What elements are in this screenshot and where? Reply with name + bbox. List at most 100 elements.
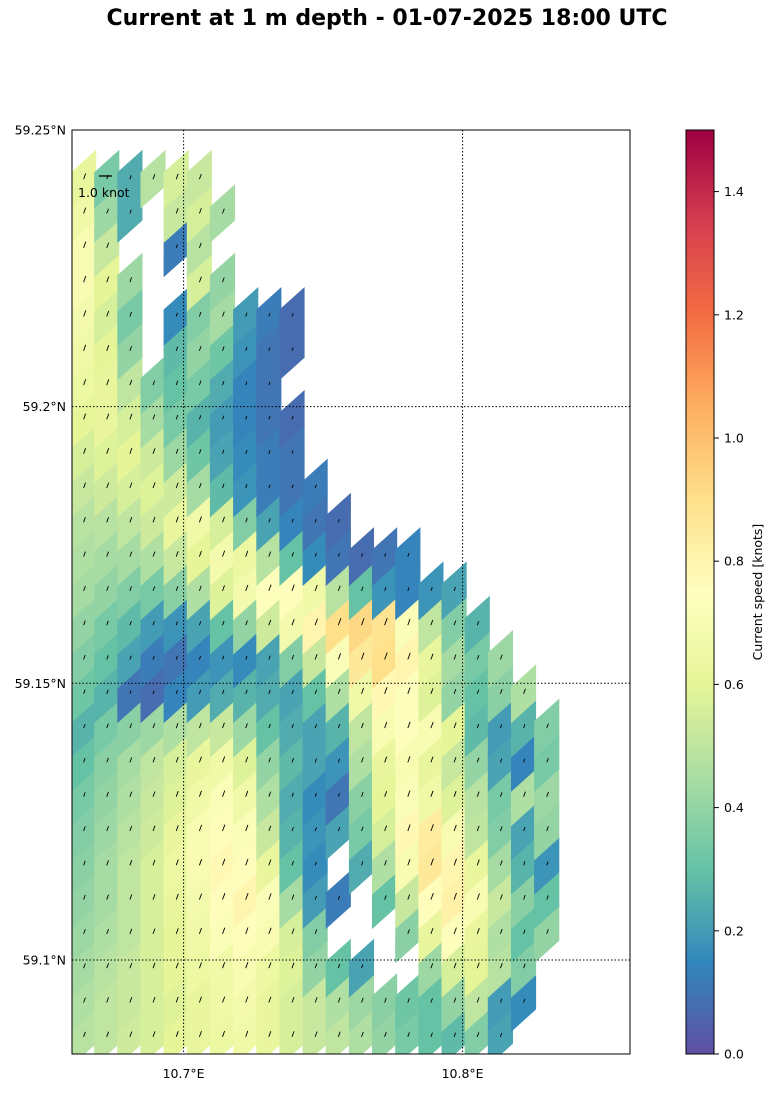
- speed-cell: [418, 938, 444, 998]
- current-arrow: [476, 654, 480, 660]
- current-arrow: [476, 928, 480, 935]
- speed-cell: [256, 835, 282, 895]
- current-arrow: [129, 209, 132, 214]
- current-arrow: [430, 998, 433, 1003]
- current-arrow: [83, 654, 86, 660]
- speed-cell: [140, 1007, 166, 1054]
- current-arrow: [222, 483, 225, 489]
- speed-cell: [186, 458, 212, 518]
- current-arrow: [453, 858, 457, 866]
- colorbar-tick-label: 0.6: [724, 677, 744, 692]
- speed-cell: [534, 801, 560, 861]
- speed-cell: [117, 973, 143, 1032]
- current-arrow: [129, 620, 132, 626]
- current-arrow: [152, 928, 156, 935]
- speed-cell: [94, 938, 120, 998]
- current-arrow: [83, 310, 87, 317]
- current-arrow: [152, 380, 156, 386]
- speed-cell: [186, 870, 212, 930]
- current-arrow: [245, 961, 249, 969]
- current-arrow: [152, 174, 156, 180]
- speed-cell: [256, 1007, 282, 1054]
- speed-cell: [441, 870, 467, 930]
- speed-cell: [140, 904, 166, 964]
- speed-cell: [233, 904, 259, 964]
- quiver-key: 1.0 knot: [78, 175, 130, 200]
- current-arrow: [198, 859, 203, 866]
- current-arrow: [129, 447, 133, 454]
- speed-cell: [464, 835, 490, 895]
- current-arrow: [361, 586, 364, 592]
- speed-cell: [511, 835, 537, 895]
- current-arrow: [453, 722, 457, 729]
- current-arrow: [198, 927, 202, 935]
- speed-cell: [186, 595, 212, 655]
- x-tick-label: 10.7°E: [163, 1066, 205, 1081]
- speed-cell: [534, 835, 560, 895]
- current-arrow: [106, 310, 110, 317]
- current-arrow: [523, 998, 526, 1003]
- speed-cell: [163, 835, 189, 895]
- current-arrow: [245, 415, 248, 420]
- current-arrow: [245, 824, 249, 832]
- current-arrow: [222, 415, 225, 420]
- speed-cell: [256, 938, 282, 998]
- current-arrow: [314, 689, 318, 694]
- current-arrow: [245, 550, 249, 557]
- current-arrow: [476, 962, 480, 969]
- speed-cell: [441, 904, 467, 964]
- current-arrow: [476, 791, 480, 797]
- speed-cell: [302, 870, 328, 930]
- current-arrow: [407, 587, 410, 592]
- current-arrow: [499, 860, 503, 866]
- current-arrow: [546, 723, 549, 729]
- current-arrow: [499, 689, 503, 694]
- current-arrow: [314, 1031, 318, 1037]
- plot-frame: [71, 129, 631, 1055]
- current-arrow: [291, 689, 294, 694]
- current-arrow: [198, 380, 202, 386]
- speed-cell: [534, 767, 560, 827]
- speed-cell: [186, 732, 212, 792]
- current-arrow: [106, 242, 110, 249]
- current-arrow: [106, 551, 109, 557]
- current-arrow: [198, 1030, 202, 1037]
- speed-cell: [94, 149, 120, 209]
- current-arrow: [175, 690, 178, 694]
- current-arrow: [245, 584, 249, 592]
- current-arrow: [83, 241, 87, 249]
- current-arrow: [245, 484, 248, 489]
- current-arrow: [129, 791, 133, 797]
- current-arrow: [175, 722, 179, 729]
- current-arrow: [314, 618, 318, 626]
- current-arrow: [222, 962, 226, 969]
- current-arrow: [314, 552, 317, 557]
- speed-cell: [279, 835, 305, 895]
- current-arrow: [222, 1030, 226, 1037]
- current-arrow: [245, 892, 249, 900]
- current-arrow: [291, 1031, 295, 1037]
- current-arrow: [129, 690, 132, 694]
- current-arrow: [175, 621, 178, 626]
- current-arrow: [222, 380, 225, 386]
- speed-cell: [372, 1007, 398, 1054]
- current-arrow: [453, 927, 457, 935]
- speed-cell: [418, 870, 444, 930]
- current-arrow: [291, 860, 294, 866]
- current-arrow: [152, 894, 156, 900]
- current-arrow: [499, 724, 503, 729]
- current-arrow: [268, 381, 271, 386]
- current-arrow: [384, 553, 387, 557]
- speed-cell: [256, 870, 282, 930]
- speed-cell: [441, 1007, 467, 1054]
- speed-cell: [418, 973, 444, 1032]
- speed-cell: [186, 561, 212, 621]
- current-arrow: [268, 655, 271, 660]
- current-arrow: [175, 1031, 179, 1037]
- current-arrow: [222, 824, 226, 832]
- current-arrow: [83, 723, 86, 729]
- current-arrow: [546, 826, 549, 832]
- current-arrow: [198, 962, 202, 969]
- current-arrow: [152, 723, 156, 729]
